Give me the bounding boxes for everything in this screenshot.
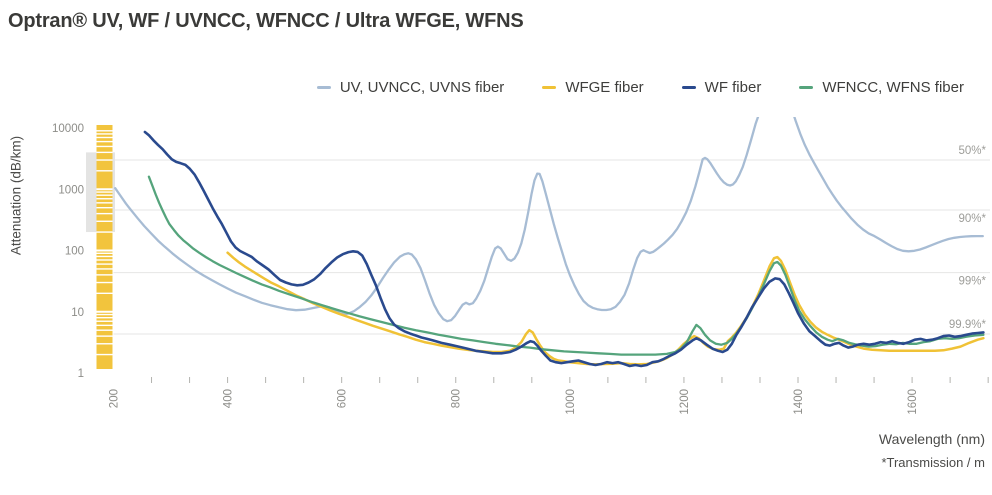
accent-strip-gap [96, 259, 113, 261]
legend-label: WF fiber [704, 79, 762, 96]
transmission-label: 50%* [959, 145, 987, 157]
legend-swatch-wfncc [799, 85, 814, 90]
accent-strip-gap [96, 343, 113, 345]
accent-strip-gap [96, 320, 113, 322]
accent-strip-gap [96, 140, 113, 143]
y-tick-label: 1000 [58, 184, 84, 196]
x-tick-label: 1000 [565, 389, 577, 415]
accent-strip-gap [96, 353, 113, 356]
legend-item-wfncc: WFNCC, WFNS fiber [799, 79, 964, 96]
legend-label: UV, UVNCC, UVNS fiber [339, 79, 505, 96]
x-tick-label: 1400 [793, 389, 805, 415]
x-tick-label: 400 [223, 389, 235, 408]
accent-strip-gap [96, 274, 113, 276]
y-tick-label: 10 [71, 307, 84, 319]
accent-strip-gap [96, 206, 113, 209]
series-line-1 [114, 117, 984, 323]
accent-strip-gap [96, 324, 113, 327]
legend-item-wfge: WFGE fiber [542, 79, 644, 96]
accent-strip-gap [96, 249, 113, 252]
accent-strip-gap [96, 212, 113, 215]
accent-strip-gap [96, 335, 113, 337]
legend-swatch-wfge [542, 85, 557, 90]
accent-strip-gap [96, 310, 113, 313]
y-tick-label: 1 [78, 368, 84, 380]
accent-strip-gap [96, 145, 113, 148]
legend-swatch-uv [316, 85, 331, 90]
x-axis-title: Wavelength (nm) [878, 431, 985, 447]
accent-strip-gap [96, 188, 113, 191]
transmission-footnote: *Transmission / m [881, 455, 985, 470]
accent-strip-gap [96, 170, 113, 172]
x-tick-label: 200 [109, 389, 121, 408]
y-tick-label: 100 [65, 246, 84, 258]
accent-strip-gap [96, 151, 113, 154]
accent-strip-gap [96, 130, 113, 132]
accent-strip-gap [96, 194, 113, 196]
accent-strip-gap [96, 268, 113, 270]
legend-label: WFGE fiber [565, 79, 644, 96]
transmission-label: 99%* [959, 276, 987, 288]
series-line-3 [143, 130, 985, 368]
accent-strip-gap [96, 198, 113, 200]
legend-item-uv: UV, UVNCC, UVNS fiber [316, 79, 505, 96]
accent-strip-gap [96, 281, 113, 284]
accent-strip-gap [96, 316, 113, 319]
accent-strip-gap [96, 202, 113, 204]
legend-swatch-wf [681, 85, 696, 90]
legend-label: WFNCC, WFNS fiber [822, 79, 964, 96]
accent-strip-gap [96, 231, 113, 233]
accent-strip-gap [96, 133, 113, 135]
y-tick-label: 10000 [52, 123, 84, 135]
transmission-label: 99.9%* [949, 319, 987, 331]
y-axis-title: Attenuation (dB/km) [8, 135, 24, 256]
x-tick-label: 600 [337, 389, 349, 408]
page-title: Optran® UV, WF / UVNCC, WFNCC / Ultra WF… [8, 10, 524, 32]
transmission-label: 90%* [959, 213, 987, 225]
accent-strip-gap [96, 292, 113, 295]
accent-strip-gap [96, 263, 113, 265]
accent-strip-gap [96, 313, 113, 316]
accent-strip [96, 125, 113, 369]
accent-strip-gap [96, 220, 113, 222]
accent-strip-gap [96, 252, 113, 255]
accent-strip-gap [96, 191, 113, 193]
accent-strip-gap [96, 136, 113, 139]
x-tick-label: 1600 [907, 389, 919, 415]
accent-strip-gap [96, 329, 113, 331]
chart-legend: UV, UVNCC, UVNS fiber WFGE fiber WF fibe… [316, 79, 964, 96]
series-line-4 [147, 175, 985, 356]
x-tick-label: 1200 [679, 389, 691, 415]
accent-strip-gap [96, 255, 113, 258]
accent-strip-gap [96, 159, 113, 161]
legend-item-wf: WF fiber [681, 79, 762, 96]
x-tick-label: 800 [451, 389, 463, 408]
